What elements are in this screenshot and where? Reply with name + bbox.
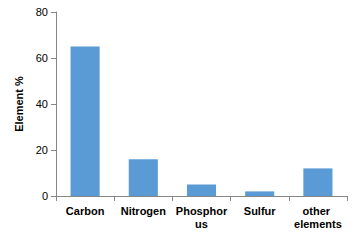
svg-text:elements: elements [294,218,342,230]
svg-text:80: 80 [36,6,48,18]
svg-text:Sulfur: Sulfur [244,205,276,217]
svg-text:60: 60 [36,52,48,64]
svg-text:Phosphor: Phosphor [176,205,228,217]
svg-text:other: other [303,205,334,217]
svg-text:Element %: Element % [13,76,25,132]
svg-text:20: 20 [36,144,48,156]
svg-text:us: us [195,218,208,230]
svg-text:Carbon: Carbon [66,205,105,217]
svg-text:0: 0 [42,190,48,202]
svg-text:40: 40 [36,98,48,110]
svg-text:Nitrogen: Nitrogen [121,205,167,217]
